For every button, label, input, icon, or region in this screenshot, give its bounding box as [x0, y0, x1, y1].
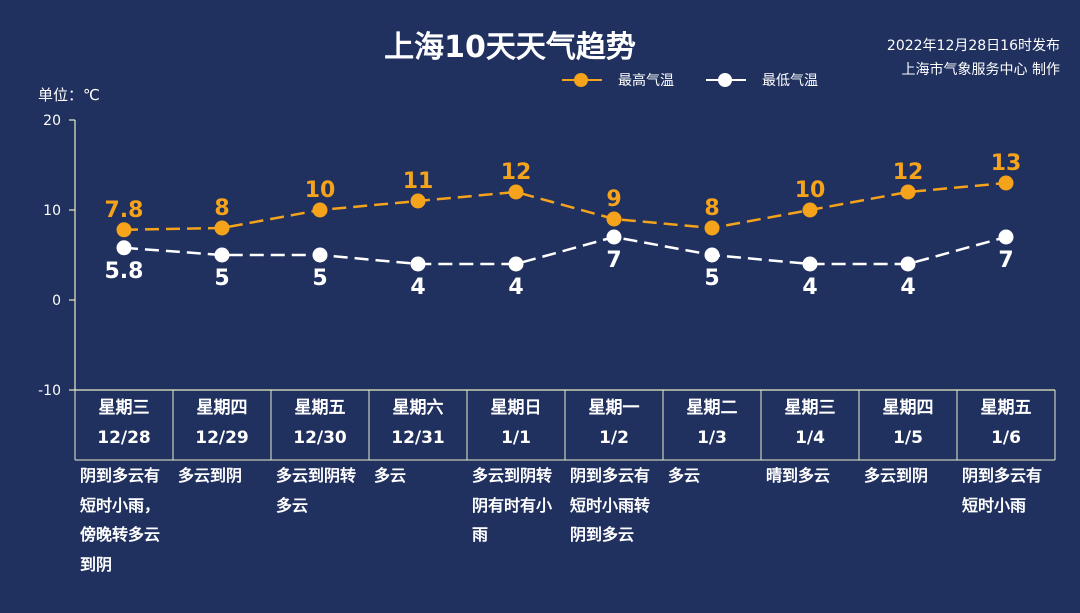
publish-info: 2022年12月28日16时发布 上海市气象服务中心 制作 [887, 34, 1060, 82]
weekday-label: 星期三 [784, 398, 836, 418]
weekday-label: 星期五 [294, 398, 346, 418]
high-temp-point [998, 175, 1014, 191]
unit-label: 单位：℃ [38, 86, 100, 104]
date-label: 1/4 [795, 428, 825, 448]
low-temp-label: 5 [312, 266, 327, 291]
low-temp-point [802, 256, 818, 272]
day-header: 星期六 12/31 [369, 393, 467, 453]
low-temp-label: 5 [704, 266, 719, 291]
weekday-label: 星期五 [980, 398, 1032, 418]
high-temp-label: 11 [403, 169, 434, 194]
day-header: 星期五 1/6 [957, 393, 1055, 453]
high-temp-label: 9 [606, 187, 621, 212]
high-temp-point [606, 211, 622, 227]
date-label: 1/1 [501, 428, 531, 448]
low-temp-point [900, 256, 916, 272]
weekday-label: 星期四 [196, 398, 248, 418]
weather-description: 多云到阴 [864, 466, 929, 485]
weekday-label: 星期六 [392, 398, 444, 418]
high-temp-label: 12 [501, 160, 532, 185]
weekday-label: 星期三 [98, 398, 150, 418]
weather-description: 晴到多云 [766, 466, 831, 485]
high-temp-point [116, 222, 132, 238]
weather-description: 阴到多云有 短时小雨， 傍晚转多云 到阴 [80, 466, 161, 574]
day-header: 星期五 12/30 [271, 393, 369, 453]
legend-item-low: 最低气温 [706, 70, 818, 90]
high-temp-label: 8 [214, 196, 229, 221]
weekday-label: 星期一 [588, 398, 640, 418]
legend-label-low: 最低气温 [762, 73, 818, 89]
weather-description: 多云 [374, 466, 407, 485]
low-temp-label: 4 [410, 275, 425, 300]
low-temp-line [123, 235, 1007, 266]
day-header: 星期日 1/1 [467, 393, 565, 453]
weather-description: 多云 [668, 466, 701, 485]
high-temp-point [900, 184, 916, 200]
weather-description: 多云到阴转 阴有时有小 雨 [472, 466, 553, 544]
day-header: 星期四 12/29 [173, 393, 271, 453]
day-header: 星期三 1/4 [761, 393, 859, 453]
y-tick-label: 20 [43, 113, 61, 129]
legend-item-high: 最高气温 [562, 70, 674, 90]
y-tick-label: 0 [52, 293, 61, 309]
date-label: 1/6 [991, 428, 1021, 448]
high-temp-label: 10 [795, 178, 826, 203]
high-temp-point [410, 193, 426, 209]
low-temp-label: 4 [508, 275, 523, 300]
weekday-label: 星期二 [686, 398, 738, 418]
low-temp-point [508, 256, 524, 272]
high-temp-label: 7.8 [105, 198, 144, 223]
date-label: 12/30 [293, 428, 347, 448]
publish-time: 2022年12月28日16时发布 [886, 38, 1060, 54]
low-temp-label: 4 [900, 275, 915, 300]
date-label: 1/2 [599, 428, 629, 448]
date-label: 12/31 [391, 428, 445, 448]
low-temp-label: 7 [606, 248, 621, 273]
low-temp-point [606, 229, 622, 245]
date-label: 1/5 [893, 428, 923, 448]
high-temp-point [214, 220, 230, 236]
legend-label-high: 最高气温 [618, 73, 674, 89]
high-temp-label: 13 [991, 151, 1022, 176]
low-temp-point [410, 256, 426, 272]
low-temp-label: 7 [998, 248, 1013, 273]
high-temp-line [123, 181, 1007, 232]
weekday-label: 星期四 [882, 398, 934, 418]
weather-description: 阴到多云有 短时小雨转 阴到多云 [570, 466, 651, 544]
weekday-label: 星期日 [490, 398, 542, 418]
low-temp-point [312, 247, 328, 263]
date-label: 12/28 [97, 428, 151, 448]
legend-swatch-low [706, 73, 746, 87]
publisher: 上海市气象服务中心 制作 [901, 62, 1060, 78]
low-temp-point [704, 247, 720, 263]
chart-title: 上海10天天气趋势 [384, 30, 636, 65]
high-temp-label: 8 [704, 196, 719, 221]
low-temp-label: 5.8 [105, 259, 144, 284]
weather-description: 阴到多云有 短时小雨 [962, 466, 1043, 515]
day-header: 星期一 1/2 [565, 393, 663, 453]
low-temp-point [116, 240, 132, 256]
high-temp-label: 10 [305, 178, 336, 203]
weather-description: 多云到阴转 多云 [276, 466, 357, 515]
y-tick-label: -10 [38, 383, 61, 399]
day-header: 星期四 1/5 [859, 393, 957, 453]
legend-swatch-high [562, 73, 602, 87]
high-temp-point [508, 184, 524, 200]
high-temp-point [312, 202, 328, 218]
date-label: 12/29 [195, 428, 249, 448]
legend: 最高气温 最低气温 [562, 70, 850, 90]
date-label: 1/3 [697, 428, 727, 448]
low-temp-point [214, 247, 230, 263]
high-temp-label: 12 [893, 160, 924, 185]
low-temp-label: 5 [214, 266, 229, 291]
low-temp-point [998, 229, 1014, 245]
weather-description: 多云到阴 [178, 466, 243, 485]
high-temp-point [802, 202, 818, 218]
day-header: 星期二 1/3 [663, 393, 761, 453]
y-tick-label: 10 [43, 203, 61, 219]
high-temp-point [704, 220, 720, 236]
day-header: 星期三 12/28 [75, 393, 173, 453]
low-temp-label: 4 [802, 275, 817, 300]
